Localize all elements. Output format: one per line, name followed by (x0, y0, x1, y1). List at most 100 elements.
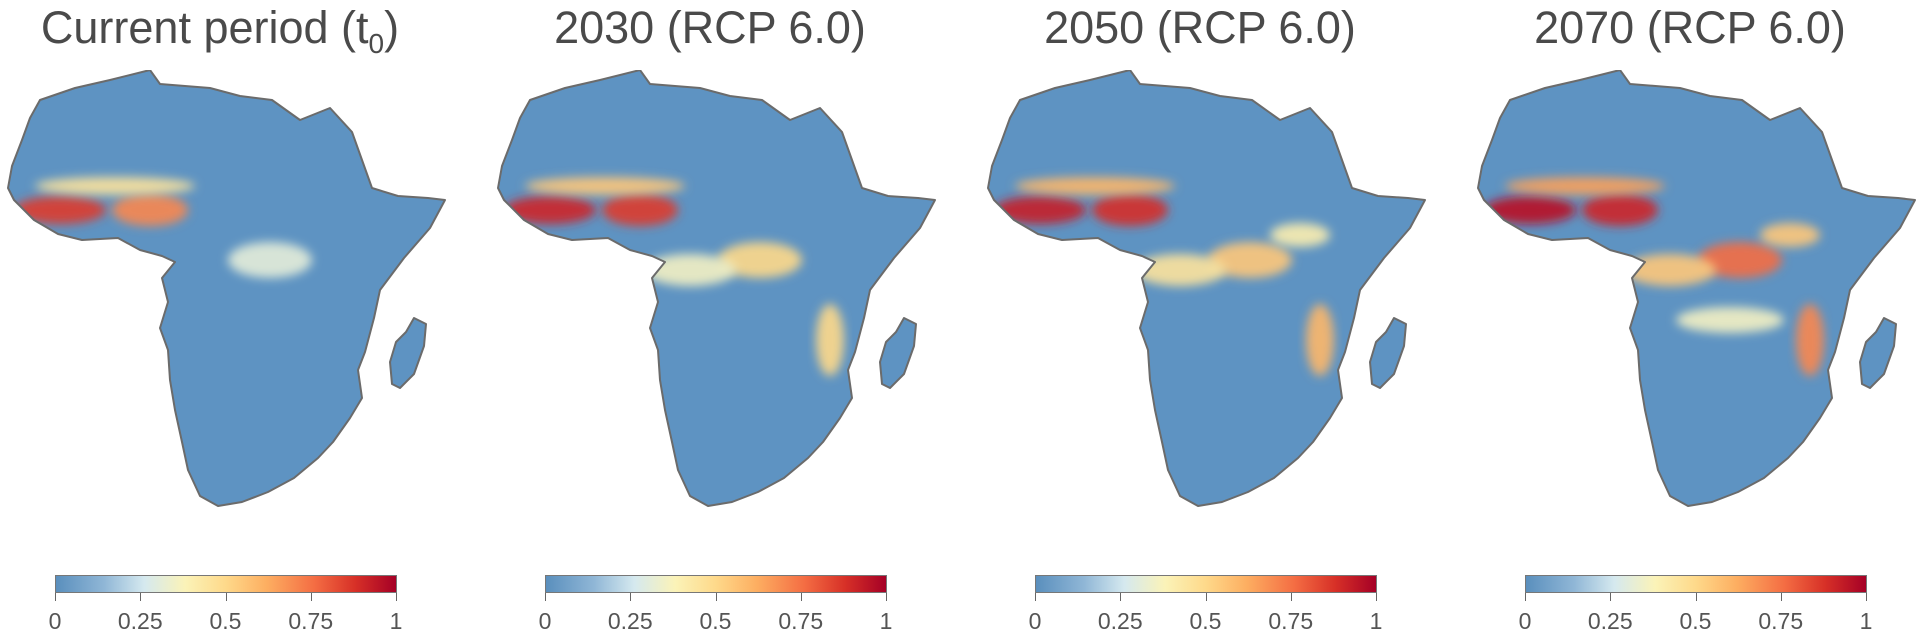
hotspot-congo (644, 254, 736, 286)
colorbar-tick-label: 0 (48, 608, 62, 634)
colorbar-tick-mark (1525, 593, 1526, 601)
africa-map (987, 70, 1426, 507)
hotspot-congo (1134, 254, 1226, 286)
africa-map (7, 70, 446, 507)
colorbar-tick-mark (800, 593, 802, 601)
map-panel-2030: 2030 (RCP 6.0) 0 0.25 0.5 0.75 1 (490, 0, 970, 641)
hotspot-guinea-coast (504, 196, 596, 224)
hotspot-sahel-west (525, 177, 685, 195)
hotspot-great-lakes (718, 242, 802, 278)
madagascar-landmass (390, 318, 426, 388)
colorbar-tick-mark (1610, 593, 1612, 601)
colorbar-tick-mark (1035, 593, 1036, 601)
colorbar-tick-mark (1780, 593, 1782, 601)
colorbar-tick-label: 0 (1028, 608, 1042, 634)
colorbar-tick-mark (545, 593, 546, 601)
colorbar-tick-label: 0.25 (1587, 608, 1633, 634)
map-panel-2070: 2070 (RCP 6.0) 0 0.25 0.5 0.75 1 (1470, 0, 1920, 641)
colorbar-tick-label: 1 (389, 608, 403, 634)
madagascar-landmass (1370, 318, 1406, 388)
hotspot-east-africa (1760, 223, 1820, 247)
panel-title: Current period (t0) (0, 2, 440, 58)
colorbar (55, 575, 397, 593)
hotspot-congo (1624, 254, 1716, 286)
africa-landmass (498, 70, 935, 506)
coastline (987, 70, 1426, 507)
colorbar-tick-label: 0.25 (1097, 608, 1143, 634)
panel-title: 2070 (RCP 6.0) (1470, 2, 1910, 54)
colorbar-tick-label: 0.75 (1268, 608, 1314, 634)
colorbar-tick-label: 0.75 (288, 608, 334, 634)
panel-title-text: 2070 (RCP 6.0) (1534, 2, 1846, 53)
panel-title-text: 2030 (RCP 6.0) (554, 2, 866, 53)
colorbar-tick-mark (1290, 593, 1292, 601)
colorbar-tick-label: 0.5 (209, 608, 242, 634)
colorbar-tick-label: 0.5 (1679, 608, 1712, 634)
madagascar-landmass (1860, 318, 1896, 388)
colorbar-tick-label: 0.5 (1189, 608, 1222, 634)
map-panel-2050: 2050 (RCP 6.0) 0 0.25 0.5 0.75 1 (980, 0, 1460, 641)
hotspot-sahel-west (1505, 177, 1665, 195)
africa-map (1477, 70, 1916, 507)
colorbar-tick-label: 0.75 (1758, 608, 1804, 634)
colorbar-tick-mark (1205, 593, 1207, 601)
colorbar-tick-label: 0.75 (778, 608, 824, 634)
hotspot-nigeria (1092, 194, 1168, 226)
panel-title: 2030 (RCP 6.0) (490, 2, 930, 54)
hotspot-nigeria (1582, 194, 1658, 226)
africa-landmass (988, 70, 1425, 506)
colorbar-tick-mark (1866, 593, 1867, 601)
hotspot-mozambique-coast (816, 304, 844, 376)
madagascar-landmass (880, 318, 916, 388)
hotspot-east-africa (1270, 223, 1330, 247)
hotspot-guinea-coast (14, 196, 106, 224)
panel-title-text: Current period (t (40, 2, 369, 53)
hotspot-mozambique-coast (1306, 304, 1334, 376)
panel-title: 2050 (RCP 6.0) (980, 2, 1420, 54)
colorbar-tick-mark (225, 593, 227, 601)
hotspot-great-lakes (228, 242, 312, 278)
colorbar-tick-mark (630, 593, 632, 601)
colorbar-tick-mark (715, 593, 717, 601)
coastline (1477, 70, 1916, 507)
hotspot-guinea-coast (1484, 196, 1576, 224)
coastline (7, 70, 446, 507)
hotspot-nigeria (112, 194, 188, 226)
colorbar (1035, 575, 1377, 593)
panel-title-text: 2050 (RCP 6.0) (1044, 2, 1356, 53)
hotspot-great-lakes (1698, 242, 1782, 278)
panel-title-subscript: 0 (368, 28, 385, 59)
panel-title-end: ) (384, 2, 400, 53)
colorbar-tick-mark (1120, 593, 1122, 601)
hotspot-sahel-west (1015, 177, 1175, 195)
map-panel-current: Current period (t0) 0 0.25 0.5 0.75 1 (0, 0, 480, 641)
hotspot-great-lakes (1208, 242, 1292, 278)
colorbar-tick-mark (886, 593, 887, 601)
madagascar-coastline (389, 317, 427, 389)
coastline (497, 70, 936, 507)
hotspot-sahel-west (35, 177, 195, 195)
africa-landmass (1478, 70, 1915, 506)
colorbar (1525, 575, 1867, 593)
colorbar-tick-mark (1695, 593, 1697, 601)
madagascar-coastline (1859, 317, 1897, 389)
colorbar-tick-label: 0.5 (699, 608, 732, 634)
colorbar-tick-mark (1376, 593, 1377, 601)
colorbar-tick-label: 0 (1518, 608, 1532, 634)
colorbar-tick-mark (396, 593, 397, 601)
colorbar-tick-mark (310, 593, 312, 601)
colorbar-tick-label: 1 (1859, 608, 1873, 634)
hotspot-nigeria (602, 194, 678, 226)
madagascar-coastline (879, 317, 917, 389)
africa-map (497, 70, 936, 507)
colorbar-tick-label: 0.25 (607, 608, 653, 634)
hotspot-southern-africa (1676, 307, 1784, 333)
colorbar-tick-label: 1 (1369, 608, 1383, 634)
hotspot-guinea-coast (994, 196, 1086, 224)
colorbar-tick-mark (55, 593, 56, 601)
hotspot-mozambique-coast (1796, 304, 1824, 376)
colorbar-tick-label: 0.25 (117, 608, 163, 634)
colorbar (545, 575, 887, 593)
colorbar-tick-mark (140, 593, 142, 601)
africa-landmass (8, 70, 445, 506)
